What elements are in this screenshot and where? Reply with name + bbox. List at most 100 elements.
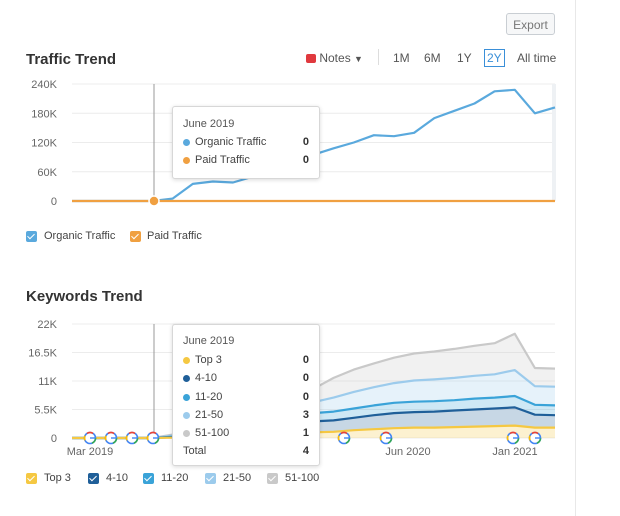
keywords-tooltip: June 2019 Top 3 0 4-10 0 11-20 0 21-50 3 51-100 1… (172, 324, 320, 466)
google-arc-red (107, 431, 115, 435)
google-update-icon (104, 431, 118, 445)
google-update-icon (125, 431, 139, 445)
tooltip-row-4-10: 4-10 0 (183, 372, 309, 386)
traffic-legend: Organic Traffic Paid Traffic (26, 230, 266, 245)
series-dot-icon (183, 375, 190, 383)
domain-overview-panel: Export Traffic Trend Notes ▼ 1M 6M 1Y 2Y… (0, 0, 576, 516)
google-arc-yellow (146, 435, 149, 441)
x-tick-label: Mar 2019 (67, 446, 113, 458)
google-arc-yellow (104, 435, 107, 441)
range-6m[interactable]: 6M (424, 51, 441, 65)
checkbox-icon[interactable] (26, 231, 37, 242)
google-arc-yellow (379, 435, 382, 441)
scroll-edge (552, 84, 556, 201)
checkbox-icon[interactable] (267, 473, 278, 484)
tooltip-total-label: Total (183, 445, 207, 457)
tooltip-label: 4-10 (195, 372, 218, 385)
google-update-icon (337, 431, 351, 445)
hover-point (148, 195, 160, 207)
tooltip-value: 0 (302, 154, 309, 166)
google-arc-yellow (83, 435, 86, 441)
legend-label: 51-100 (285, 472, 320, 484)
notes-dropdown[interactable]: Notes ▼ (306, 51, 363, 65)
series-dot-icon (183, 430, 190, 438)
legend-label: 21-50 (223, 472, 252, 484)
tooltip-row-11-20: 11-20 0 (183, 391, 309, 405)
google-arc-yellow (528, 435, 531, 441)
tooltip-value: 0 (302, 390, 309, 403)
y-tick-label: 120K (31, 138, 57, 150)
organic-dot-icon (183, 139, 190, 146)
y-tick-label: 240K (31, 79, 57, 91)
range-all-time[interactable]: All time (517, 51, 557, 65)
y-tick-label: 16.5K (28, 348, 57, 360)
range-2y[interactable]: 2Y (484, 49, 505, 67)
google-update-icon (146, 431, 160, 445)
tooltip-date: June 2019 (183, 335, 235, 347)
google-arc-red (509, 431, 517, 435)
y-tick-label: 0 (51, 196, 57, 208)
google-update-icon (83, 431, 97, 445)
traffic-trend-title: Traffic Trend (26, 51, 117, 68)
google-arc-yellow (506, 435, 509, 441)
tooltip-value: 3 (302, 408, 309, 421)
keywords-trend-title: Keywords Trend (26, 288, 143, 305)
tooltip-row-organic: Organic Traffic 0 (183, 136, 309, 150)
tooltip-row-21-50: 21-50 3 (183, 409, 309, 423)
tooltip-value: 0 (302, 136, 309, 148)
x-tick-label: Jan 2021 (492, 446, 537, 458)
tooltip-row-paid: Paid Traffic 0 (183, 154, 309, 168)
x-tick-label: Jun 2020 (385, 446, 430, 458)
y-tick-label: 0 (51, 433, 57, 445)
google-arc-red (149, 431, 157, 435)
series-area-top-3 (72, 425, 555, 438)
notes-icon (306, 54, 316, 63)
notes-label: Notes (319, 51, 351, 65)
tooltip-label: Top 3 (195, 354, 222, 366)
tooltip-label: Organic Traffic (195, 136, 267, 148)
legend-label: Top 3 (44, 472, 71, 484)
google-arc-yellow (337, 435, 340, 441)
tooltip-row-51-100: 51-100 1 (183, 427, 309, 441)
google-arc-red (128, 431, 136, 435)
y-tick-label: 22K (37, 319, 57, 331)
legend-label: Organic Traffic (44, 230, 116, 242)
google-arc-yellow (125, 435, 128, 441)
checkbox-icon[interactable] (88, 473, 99, 484)
google-arc-red (531, 431, 539, 435)
range-1m[interactable]: 1M (393, 51, 410, 65)
legend-label: Paid Traffic (147, 230, 202, 242)
google-update-icon (506, 431, 520, 445)
google-update-icon (528, 431, 542, 445)
chevron-down-icon: ▼ (354, 54, 363, 64)
y-tick-label: 11K (38, 376, 57, 388)
google-arc-red (86, 431, 94, 435)
keywords-legend: Top 3 4-10 11-20 21-50 51-100 (26, 472, 346, 487)
tooltip-value: 0 (302, 354, 309, 366)
legend-label: 4-10 (106, 472, 129, 484)
series-dot-icon (183, 357, 190, 364)
tooltip-label: 21-50 (195, 408, 224, 421)
paid-dot-icon (183, 157, 190, 164)
y-tick-label: 60K (37, 167, 57, 179)
series-area-51-100 (72, 333, 555, 438)
google-arc-red (340, 431, 348, 435)
tooltip-row-total: Total 4 (183, 445, 309, 459)
toolbar-divider (378, 49, 379, 65)
google-update-icon (379, 431, 393, 445)
legend-label: 11-20 (161, 472, 189, 484)
tooltip-value: 0 (302, 372, 309, 385)
tooltip-row-top-3: Top 3 0 (183, 354, 309, 368)
checkbox-icon[interactable] (130, 231, 141, 242)
range-1y[interactable]: 1Y (457, 51, 472, 65)
tooltip-label: 51-100 (195, 427, 230, 440)
series-dot-icon (183, 411, 190, 419)
tooltip-value: 1 (302, 427, 309, 440)
checkbox-icon[interactable] (205, 473, 216, 484)
checkbox-icon[interactable] (143, 473, 154, 484)
export-button[interactable]: Export (506, 13, 555, 35)
y-tick-label: 5.5K (34, 405, 57, 417)
y-tick-label: 180K (31, 108, 57, 120)
tooltip-date: June 2019 (183, 118, 235, 130)
checkbox-icon[interactable] (26, 473, 37, 484)
